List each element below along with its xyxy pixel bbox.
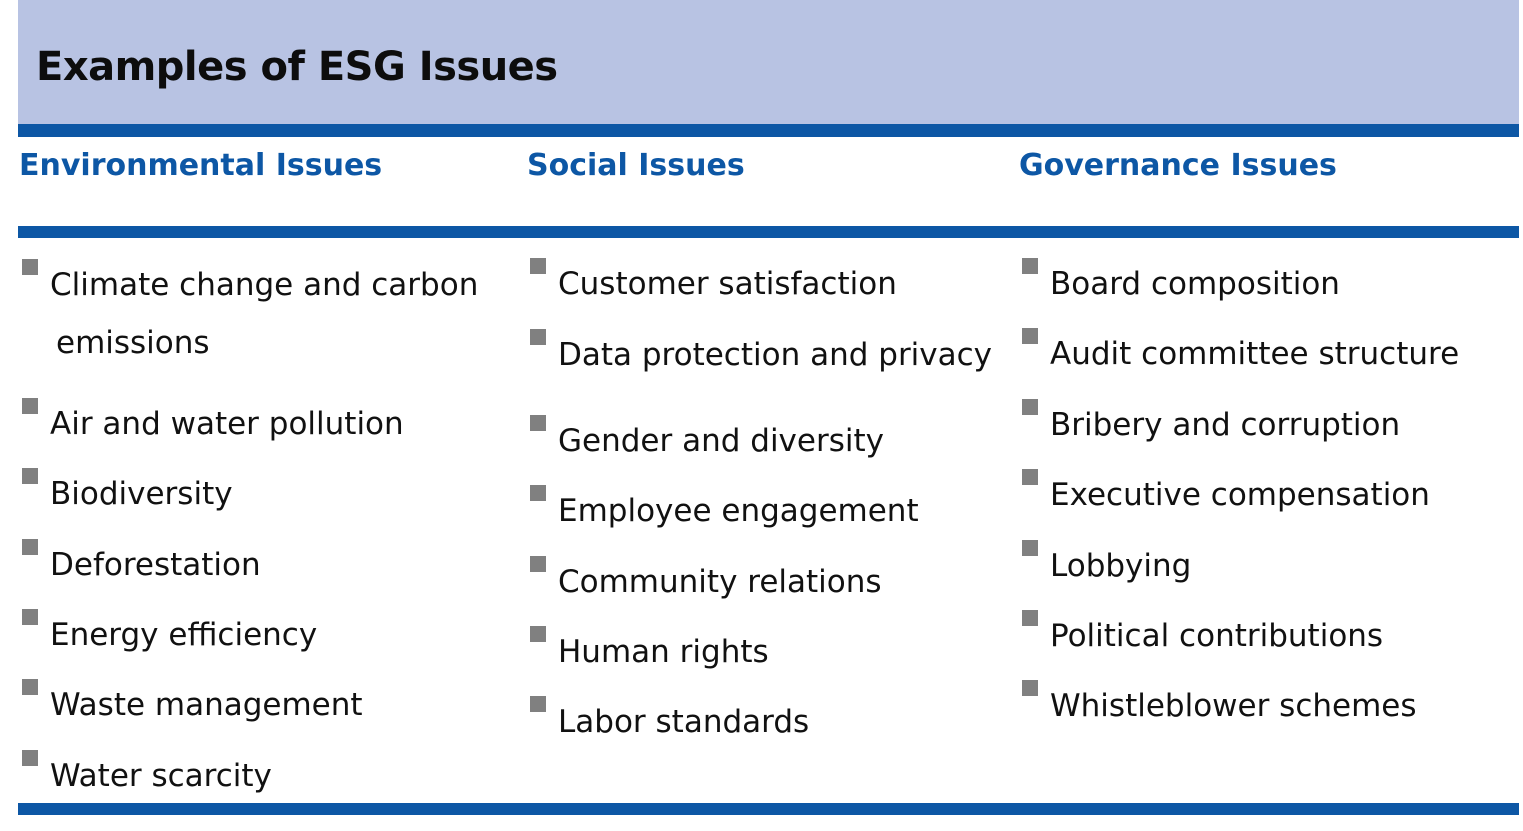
list-item: Air and water pollution [50,406,404,442]
square-bullet-icon [22,398,38,414]
square-bullet-icon [1022,610,1038,626]
square-bullet-icon [530,626,546,642]
heading-governance: Governance Issues [1019,148,1337,183]
divider-bottom [18,803,1519,815]
square-bullet-icon [1022,399,1038,415]
square-bullet-icon [22,468,38,484]
list-item: Water scarcity [50,758,272,794]
list-item: Data protection and privacy [558,337,993,373]
square-bullet-icon [1022,328,1038,344]
list-item: Waste management [50,687,363,723]
divider-header [18,226,1519,238]
square-bullet-icon [1022,680,1038,696]
list-item: Audit committee structure [1050,336,1460,372]
list-item: Gender and diversity [558,423,884,459]
list-item: Biodiversity [50,476,233,512]
list-item: Bribery and corruption [1050,407,1401,443]
list-item: Energy efficiency [50,617,318,653]
square-bullet-icon [530,556,546,572]
esg-slide: Examples of ESG Issues Environmental Iss… [18,0,1519,831]
divider-top [18,124,1519,137]
square-bullet-icon [530,415,546,431]
square-bullet-icon [530,329,546,345]
square-bullet-icon [22,259,38,275]
list-item: Human rights [558,634,769,670]
list-item: Deforestation [50,547,261,583]
list-item: Community relations [558,564,882,600]
list-item: Customer satisfaction [558,266,897,302]
list-item: Labor standards [558,704,810,740]
square-bullet-icon [530,258,546,274]
list-item: Executive compensation [1050,477,1430,513]
list-item: Climate change and carbon [50,267,479,303]
list-item-continuation: emissions [56,325,210,361]
square-bullet-icon [22,679,38,695]
square-bullet-icon [22,539,38,555]
heading-environmental: Environmental Issues [19,148,383,183]
square-bullet-icon [1022,258,1038,274]
square-bullet-icon [22,750,38,766]
square-bullet-icon [530,696,546,712]
heading-social: Social Issues [527,148,745,183]
list-item: Political contributions [1050,618,1384,654]
list-item: Lobbying [1050,548,1192,584]
list-item: Employee engagement [558,493,919,529]
title-band: Examples of ESG Issues [18,0,1519,124]
square-bullet-icon [1022,469,1038,485]
list-item: Whistleblower schemes [1050,688,1417,724]
page-title: Examples of ESG Issues [36,44,558,90]
square-bullet-icon [22,609,38,625]
square-bullet-icon [530,485,546,501]
square-bullet-icon [1022,540,1038,556]
list-item: Board composition [1050,266,1340,302]
